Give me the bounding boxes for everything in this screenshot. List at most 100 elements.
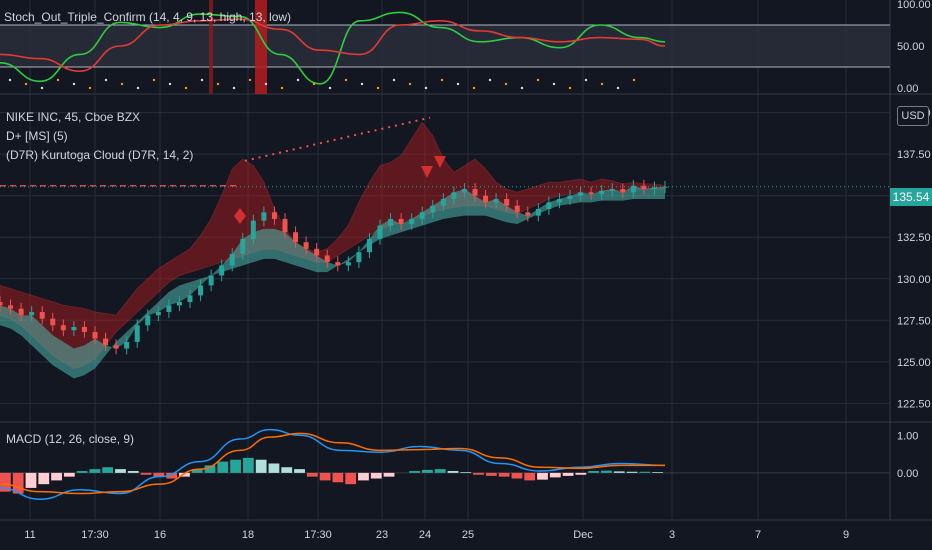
macd-series-line: [0, 428, 666, 500]
candle-body: [8, 305, 14, 309]
stoch-signal-dot: [312, 82, 316, 86]
time-tick-label: 9: [843, 529, 849, 541]
macd-histogram-bar: [588, 471, 600, 473]
macd-histogram-bar: [601, 470, 612, 473]
symbol-title[interactable]: NIKE INC, 45, Cboe BZX: [6, 110, 141, 124]
stoch-signal-dot: [56, 78, 60, 82]
stoch-signal-dot: [472, 86, 476, 90]
stoch-indicator-label[interactable]: Stoch_Out_Triple_Confirm (14, 4, 9, 13, …: [4, 10, 292, 24]
macd-histogram-bar: [549, 472, 561, 478]
macd-histogram-bar: [217, 461, 229, 473]
candle-body: [81, 326, 87, 332]
macd-histogram-bar: [537, 472, 548, 480]
candle-body: [345, 262, 351, 266]
candle-body: [483, 195, 489, 203]
macd-histogram-bar: [0, 472, 11, 492]
candle-body: [71, 326, 77, 331]
candle-body: [588, 192, 594, 195]
macd-histogram-bar: [383, 472, 395, 477]
stoch-signal-dot: [152, 78, 156, 82]
candle-body: [578, 192, 584, 196]
stoch-signal-dot: [360, 82, 364, 86]
candle-body: [546, 202, 552, 209]
time-tick-label: 17:30: [304, 529, 332, 541]
stochastic-pane: [0, 0, 890, 94]
grid-lines: [0, 0, 932, 521]
candle-body: [50, 318, 56, 326]
macd-histogram-bar: [562, 472, 574, 476]
candle-body: [409, 218, 415, 224]
price-tick-label: 127.50: [897, 315, 931, 327]
candle-body: [366, 238, 372, 253]
stoch-signal-dot: [376, 86, 380, 90]
stoch-signal-dot: [104, 78, 108, 82]
candle-body: [18, 308, 24, 316]
candle-body: [39, 312, 45, 319]
dplus-indicator-label[interactable]: D+ [MS] (5): [6, 129, 68, 143]
macd-histogram-bar: [179, 472, 190, 477]
stoch-signal-dot: [120, 82, 124, 86]
candle-body: [504, 199, 510, 206]
stoch-signal-dot: [344, 78, 348, 82]
macd-histogram-bar: [473, 472, 484, 475]
macd-histogram-bar: [127, 471, 139, 473]
stoch-band-fill: [0, 25, 890, 67]
stoch-signal-column: [209, 0, 213, 94]
time-tick-label: 18: [242, 529, 254, 541]
kurutoga-cloud-bull: [0, 185, 665, 379]
candle-body: [60, 325, 66, 331]
sell-diamond-marker: [234, 208, 246, 224]
macd-histogram-bar: [447, 471, 459, 473]
stoch-signal-dot: [584, 78, 588, 82]
macd-histogram-bar: [319, 472, 331, 481]
stoch-signal-dot: [72, 82, 76, 86]
macd-histogram-bar: [358, 472, 369, 481]
macd-histogram-bar: [498, 472, 510, 477]
currency-button[interactable]: USD: [897, 106, 929, 126]
macd-histogram-bar: [268, 463, 280, 473]
candle-body: [229, 253, 235, 266]
candle-body: [472, 189, 478, 196]
macd-histogram-bar: [409, 471, 421, 473]
stoch-signal-dot: [616, 86, 620, 90]
macd-histogram-bar: [51, 472, 62, 481]
candle-body: [187, 295, 193, 303]
macd-indicator-label[interactable]: MACD (12, 26, close, 9): [6, 432, 135, 446]
stoch-series-line: [0, 11, 666, 85]
stoch-signal-dot: [328, 86, 332, 90]
time-tick-label: 25: [462, 529, 474, 541]
stoch-signal-dot: [424, 86, 428, 90]
macd-histogram-bar: [63, 472, 75, 477]
macd-histogram-bar: [306, 472, 318, 477]
stoch-signal-dot: [568, 86, 572, 90]
candle-body: [440, 199, 446, 206]
stoch-signal-dot: [392, 78, 396, 82]
time-tick-label: 16: [154, 529, 166, 541]
macd-pane: [0, 428, 890, 500]
price-pane: [0, 116, 890, 379]
macd-histogram-bar: [242, 457, 254, 473]
candle-body: [609, 189, 615, 191]
time-axis[interactable]: 11 17:30 16 18 17:30 23 24 25 Dec 3 7 9: [24, 529, 849, 541]
candle-body: [620, 189, 626, 193]
macd-histogram-bar: [140, 472, 152, 475]
time-tick-label: 17:30: [81, 529, 109, 541]
candle-body: [261, 212, 267, 221]
macd-histogram-bar: [370, 472, 382, 479]
price-tick-label: 137.50: [897, 149, 931, 161]
candle-body: [430, 205, 436, 213]
kurutoga-indicator-label[interactable]: (D7R) Kurutoga Cloud (D7R, 14, 2): [6, 148, 194, 162]
stoch-signal-dot: [520, 86, 524, 90]
time-tick-label: 7: [755, 529, 761, 541]
candle-body: [0, 302, 3, 306]
macd-histogram-bar: [485, 472, 497, 476]
stoch-signal-dot: [440, 78, 444, 82]
stoch-signal-dot: [184, 86, 188, 90]
macd-tick-label: 0.00: [897, 468, 918, 480]
candle-body: [314, 248, 320, 256]
stoch-signal-dot: [216, 82, 220, 86]
price-axis[interactable]: 100.0050.000.00140.00137.50135.00132.501…: [897, 0, 931, 480]
macd-histogram-bar: [76, 471, 88, 473]
candle-body: [398, 218, 404, 224]
